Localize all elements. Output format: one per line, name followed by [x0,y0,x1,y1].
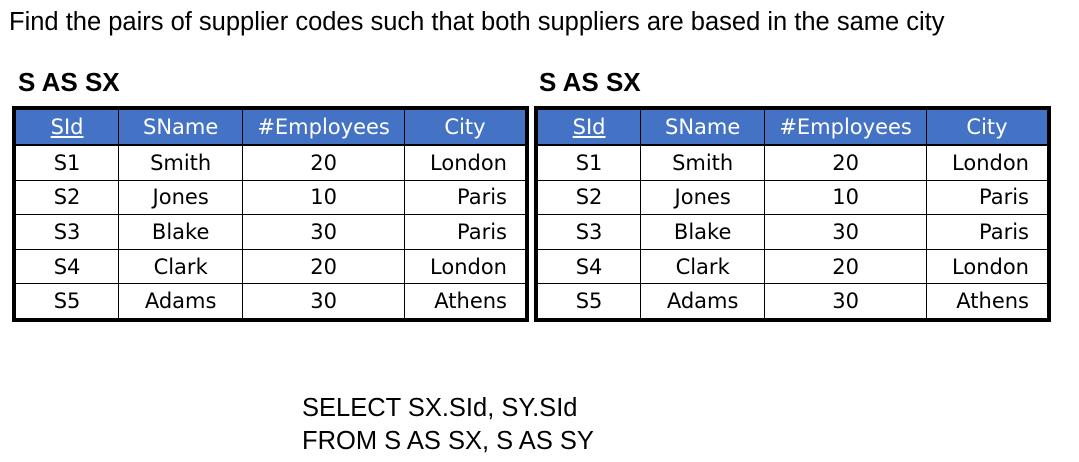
column-header-sid: SId [536,109,642,146]
table-row: S2 Jones 10 Paris [14,179,526,216]
cell-city: Paris [926,214,1048,250]
cell-sid: S3 [14,214,120,250]
cell-employees: 30 [242,283,405,319]
cell-city: London [404,248,526,285]
cell-sid: S5 [14,283,120,319]
cell-sname: Jones [118,179,244,216]
header-row: SId SName #Employees City [536,109,1048,146]
cell-city: Athens [926,283,1048,319]
column-header-city: City [404,109,526,146]
cell-city: London [926,144,1048,181]
header-row: SId SName #Employees City [14,109,526,146]
suppliers-table-right: SId SName #Employees City S1 Smith 20 Lo… [534,106,1051,322]
sql-query: SELECT SX.SId, SY.SId FROM S AS SX, S AS… [302,392,594,458]
cell-employees: 30 [242,214,405,250]
cell-sname: Adams [640,283,766,319]
relation-table: SId SName #Employees City S1 Smith 20 Lo… [14,109,526,319]
cell-employees: 10 [764,179,927,216]
cell-sid: S4 [14,248,120,285]
column-header-sname: SName [118,109,244,146]
table-row: S1 Smith 20 London [14,144,526,181]
table-row: S4 Clark 20 London [14,248,526,285]
column-header-city: City [926,109,1048,146]
table-row: S1 Smith 20 London [536,144,1048,181]
sql-line-select: SELECT SX.SId, SY.SId [302,394,578,422]
cell-city: London [926,248,1048,285]
cell-city: Athens [404,283,526,319]
suppliers-table-left: SId SName #Employees City S1 Smith 20 Lo… [12,106,529,322]
cell-city: Paris [404,214,526,250]
cell-employees: 30 [764,214,927,250]
cell-sid: S5 [536,283,642,319]
table-row: S2 Jones 10 Paris [536,179,1048,216]
cell-employees: 20 [764,248,927,285]
cell-sname: Blake [640,214,766,250]
column-header-employees: #Employees [242,109,405,146]
cell-employees: 10 [242,179,405,216]
cell-sid: S4 [536,248,642,285]
column-header-sname: SName [640,109,766,146]
cell-sid: S3 [536,214,642,250]
cell-sname: Smith [640,144,766,181]
table-caption-right: S AS SX [539,67,641,97]
cell-sname: Smith [118,144,244,181]
cell-sid: S1 [536,144,642,181]
column-header-employees: #Employees [764,109,927,146]
cell-employees: 20 [242,144,405,181]
cell-employees: 20 [242,248,405,285]
cell-employees: 30 [764,283,927,319]
sql-line-from: FROM S AS SX, S AS SY [302,427,594,455]
cell-employees: 20 [764,144,927,181]
cell-sid: S2 [536,179,642,216]
cell-sname: Clark [118,248,244,285]
cell-city: Paris [926,179,1048,216]
cell-sname: Jones [640,179,766,216]
table-caption-left: S AS SX [18,67,120,97]
cell-sname: Clark [640,248,766,285]
table-row: S5 Adams 30 Athens [536,283,1048,319]
table-row: S3 Blake 30 Paris [536,214,1048,250]
cell-city: Paris [404,179,526,216]
relation-table: SId SName #Employees City S1 Smith 20 Lo… [536,109,1048,319]
table-row: S5 Adams 30 Athens [14,283,526,319]
table-row: S4 Clark 20 London [536,248,1048,285]
cell-sid: S1 [14,144,120,181]
table-row: S3 Blake 30 Paris [14,214,526,250]
column-header-sid: SId [14,109,120,146]
cell-sid: S2 [14,179,120,216]
page-title: Find the pairs of supplier codes such th… [9,8,945,36]
cell-city: London [404,144,526,181]
cell-sname: Adams [118,283,244,319]
cell-sname: Blake [118,214,244,250]
